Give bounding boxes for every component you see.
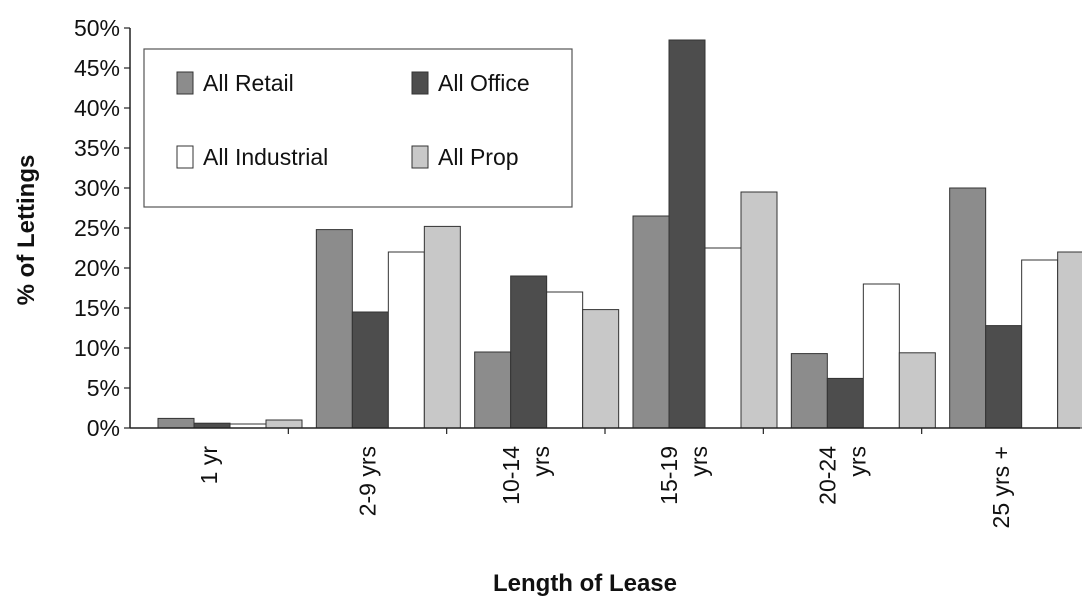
- legend: All Retail All Office All Industrial All Pr…: [143, 48, 573, 208]
- x-categories: 1 yr 2-9 yrs 10-14 yrs 15-19 yrs 20-24 yrs 25 yr…: [196, 428, 1014, 528]
- legend-swatch: [411, 71, 429, 95]
- bar-all-office: [826, 377, 864, 429]
- y-tick-label: 40%: [74, 95, 120, 121]
- bar-all-industrial: [546, 291, 584, 429]
- bar-all-prop: [582, 309, 620, 429]
- y-tick-label: 45%: [74, 55, 120, 81]
- x-category-label: yrs: [845, 446, 871, 477]
- y-ticks: 0% 5% 10% 15% 20% 25% 30% 35% 40% 45% 50%: [74, 15, 130, 441]
- legend-label: All Office: [438, 70, 530, 96]
- y-tick-label: 10%: [74, 335, 120, 361]
- y-tick-label: 35%: [74, 135, 120, 161]
- bar-all-prop: [898, 352, 936, 429]
- y-tick-label: 5%: [87, 375, 120, 401]
- bar-all-office: [510, 275, 548, 429]
- bar-all-office: [351, 311, 389, 429]
- legend-label: All Industrial: [203, 144, 328, 170]
- legend-label: All Retail: [203, 70, 294, 96]
- x-category-label: 2-9 yrs: [355, 446, 381, 516]
- bar-all-industrial: [704, 247, 742, 429]
- bar-all-retail: [157, 417, 195, 429]
- bar-all-retail: [790, 353, 828, 429]
- x-category-label: yrs: [528, 446, 554, 477]
- y-tick-label: 30%: [74, 175, 120, 201]
- y-tick-label: 0%: [87, 415, 120, 441]
- legend-swatch: [411, 145, 429, 169]
- x-category-label: 25 yrs +: [988, 446, 1014, 528]
- bar-all-prop: [423, 225, 461, 429]
- legend-box: [143, 48, 573, 208]
- legend-swatch: [176, 71, 194, 95]
- bar-all-retail: [474, 351, 512, 429]
- y-tick-label: 20%: [74, 255, 120, 281]
- bar-all-retail: [949, 187, 987, 429]
- bar-all-industrial: [862, 283, 900, 429]
- bar-all-industrial: [387, 251, 425, 429]
- legend-swatch: [176, 145, 194, 169]
- x-category-label: 20-24: [815, 446, 841, 505]
- x-category-label: 10-14: [498, 446, 524, 505]
- y-tick-label: 15%: [74, 295, 120, 321]
- y-tick-label: 50%: [74, 15, 120, 41]
- bar-all-prop: [740, 191, 778, 429]
- x-axis-title: Length of Lease: [493, 570, 677, 597]
- x-category-label: 1 yr: [196, 446, 222, 485]
- bar-all-office: [985, 325, 1023, 429]
- bar-all-retail: [315, 229, 353, 429]
- bars-layer: [157, 39, 1082, 429]
- bar-all-retail: [632, 215, 670, 429]
- x-category-label: 15-19: [656, 446, 682, 505]
- x-category-label: yrs: [686, 446, 712, 477]
- bar-all-prop: [1057, 251, 1082, 429]
- y-axis-title: % of Lettings: [13, 155, 40, 306]
- bar-all-prop: [265, 419, 303, 429]
- bar-all-industrial: [1021, 259, 1059, 429]
- legend-label: All Prop: [438, 144, 519, 170]
- y-tick-label: 25%: [74, 215, 120, 241]
- bar-all-office: [668, 39, 706, 429]
